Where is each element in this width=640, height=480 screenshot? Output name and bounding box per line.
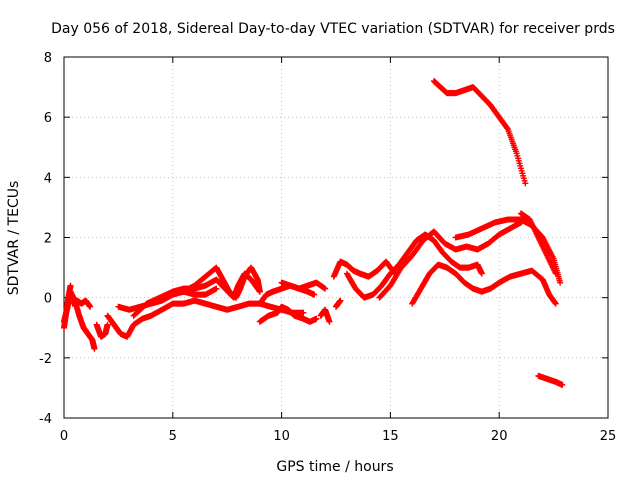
series-arc-8 — [169, 264, 263, 301]
data-point-marker — [311, 291, 318, 298]
data-point-marker — [91, 345, 98, 352]
series-arc-18 — [430, 78, 529, 187]
x-tick-label: 0 — [60, 429, 68, 444]
data-point-marker — [478, 270, 485, 277]
grid — [64, 57, 608, 418]
y-tick-label: 2 — [44, 232, 52, 247]
x-tick-label: 5 — [169, 429, 177, 444]
series-arc-15 — [343, 231, 485, 301]
data-point-marker — [322, 285, 329, 292]
data-points — [61, 78, 566, 388]
data-point-marker — [87, 303, 94, 310]
y-tick-label: 4 — [44, 171, 52, 186]
data-point-marker — [559, 381, 566, 388]
series-arc-21 — [535, 372, 566, 388]
y-tick-label: -4 — [39, 412, 52, 427]
series-arc-3 — [69, 297, 94, 310]
x-tick-label: 10 — [273, 429, 290, 444]
series-arc-13 — [333, 297, 344, 310]
x-tick-label: 20 — [491, 429, 508, 444]
data-point-marker — [337, 297, 344, 304]
data-point-marker — [504, 125, 511, 132]
data-point-marker — [256, 288, 263, 295]
data-point-marker — [552, 270, 559, 277]
x-tick-label: 15 — [382, 429, 399, 444]
data-point-marker — [313, 315, 320, 322]
data-point-marker — [213, 285, 220, 292]
data-point-marker — [557, 279, 564, 286]
axis-ticks: 0 5 10 15 20 25 -4 -2 0 2 4 6 8 — [39, 51, 616, 444]
series-arc-2 — [61, 282, 74, 331]
data-point-marker — [67, 282, 74, 289]
series-arc-11 — [278, 279, 329, 292]
data-point-marker — [300, 309, 307, 316]
y-tick-label: 6 — [44, 111, 52, 126]
series-arc-17 — [409, 261, 559, 307]
data-point-marker — [326, 318, 333, 325]
x-tick-label: 25 — [600, 429, 617, 444]
series-arc-10 — [256, 303, 320, 325]
y-tick-label: 8 — [44, 51, 52, 66]
x-axis-label: GPS time / hours — [276, 459, 393, 475]
y-tick-label: 0 — [44, 292, 52, 307]
data-point-marker — [552, 300, 559, 307]
series-arc-16 — [376, 213, 529, 301]
series-arc-12 — [317, 306, 333, 325]
series-arc-4 — [93, 321, 111, 340]
y-tick-label: -2 — [39, 352, 52, 367]
series-arc-20 — [517, 210, 559, 277]
y-axis-label: SDTVAR / TECUs — [6, 181, 22, 296]
data-point-marker — [104, 321, 111, 328]
series-arc-5 — [104, 297, 307, 340]
data-point-marker — [522, 180, 529, 187]
chart-title: Day 056 of 2018, Sidereal Day-to-day VTE… — [51, 21, 615, 37]
